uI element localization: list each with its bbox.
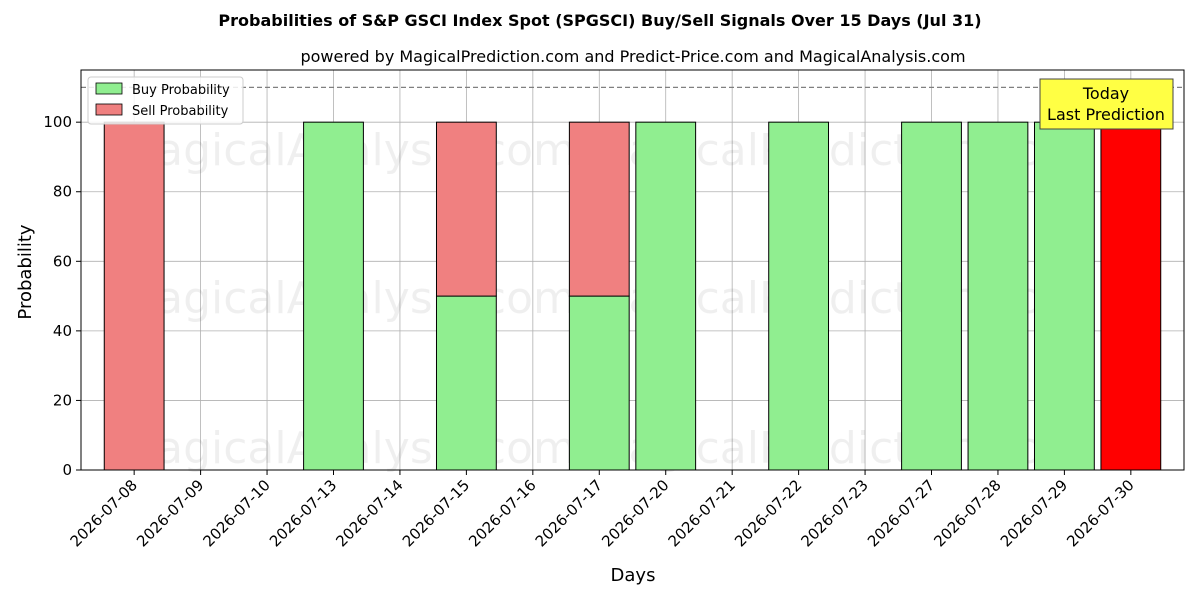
sell-bar [568,121,630,297]
bars [103,121,1162,471]
legend-box [87,76,244,125]
buy-bar [1033,121,1095,471]
legend-buy-swatch [95,82,123,95]
y-tick-label: 0 [62,461,72,479]
today-sell-bar [1100,121,1162,471]
x-tick-label: 2026-07-29 [997,476,1071,550]
y-tick-label: 40 [53,322,72,340]
today-annotation: Today Last Prediction [1039,78,1174,130]
last-prediction-label: Last Prediction [1047,105,1165,124]
y-tick-label: 60 [53,252,72,270]
x-axis: 2026-07-082026-07-092026-07-102026-07-13… [67,470,1138,550]
x-tick-label: 2026-07-23 [798,476,872,550]
x-tick-label: 2026-07-13 [266,476,340,550]
buy-bar [901,121,962,471]
x-tick-label: 2026-07-17 [532,476,606,550]
x-tick-label: 2026-07-27 [864,476,938,550]
chart-subtitle: powered by MagicalPrediction.com and Pre… [300,47,965,66]
buy-bar [768,121,830,471]
x-tick-label: 2026-07-14 [332,476,406,550]
x-axis-label: Days [611,565,656,586]
x-tick-label: 2026-07-20 [598,476,672,550]
legend-sell-label: Sell Probability [132,104,229,119]
y-axis-label: Probability [15,224,36,319]
x-tick-label: 2026-07-30 [1063,476,1137,550]
plot-frame [80,69,1185,471]
legend-sell-swatch [95,103,123,116]
x-tick-label: 2026-07-28 [930,476,1004,550]
y-tick-label: 20 [53,391,72,409]
buy-bar [967,121,1029,471]
buy-bar [635,121,697,471]
today-label: Today [1082,84,1129,103]
chart-title: Probabilities of S&P GSCI Index Spot (SP… [218,11,981,30]
x-tick-label: 2026-07-16 [465,476,539,550]
buy-bar [435,295,497,471]
legend-buy-label: Buy Probability [132,83,230,98]
buy-bar [303,121,364,471]
x-tick-label: 2026-07-15 [399,476,473,550]
x-tick-label: 2026-07-21 [665,476,739,550]
y-tick-label: 80 [53,183,72,201]
x-tick-label: 2026-07-10 [199,476,273,550]
today-box [1039,78,1174,130]
sell-bar [103,121,165,471]
x-tick-label: 2026-07-22 [731,476,805,550]
legend: Buy Probability Sell Probability [87,76,244,125]
x-tick-label: 2026-07-09 [133,476,207,550]
y-axis: 0 20 40 60 80 100 [43,113,81,479]
x-tick-label: 2026-07-08 [67,476,141,550]
y-tick-label: 100 [43,113,72,131]
buy-bar [568,295,630,471]
sell-bar [435,121,497,297]
